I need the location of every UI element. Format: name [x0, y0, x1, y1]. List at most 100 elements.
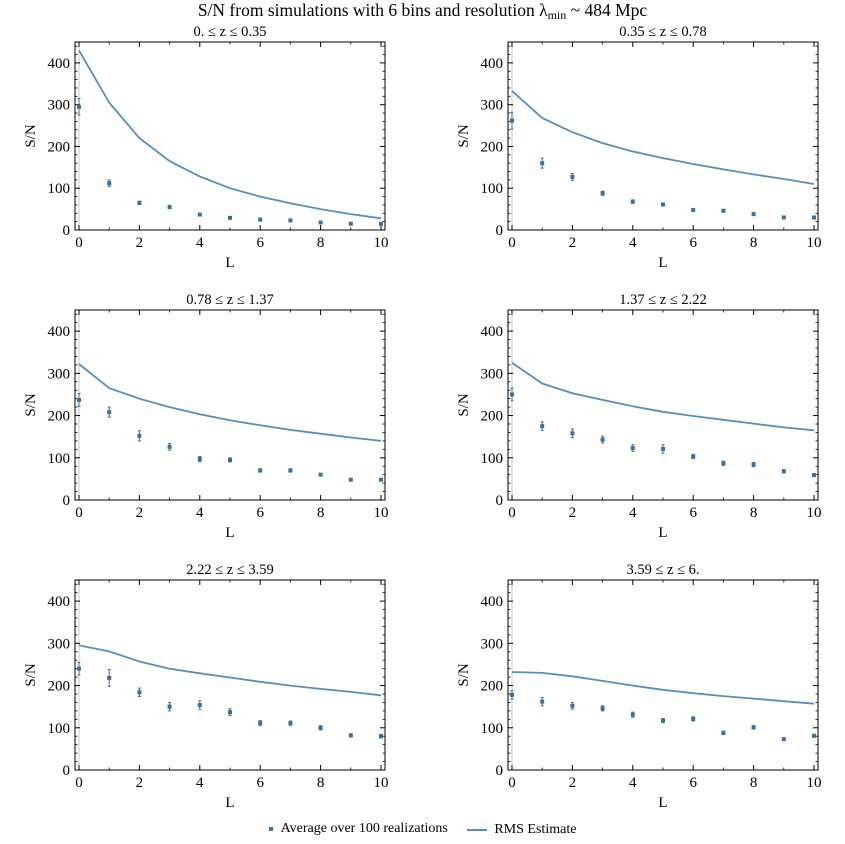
data-point	[540, 699, 545, 704]
y-tick-label: 0	[496, 763, 504, 779]
data-point	[812, 473, 816, 478]
x-tick-label: 2	[136, 505, 144, 521]
x-tick-label: 8	[317, 505, 325, 521]
y-axis-label: S/N	[23, 393, 39, 417]
x-tick-label: 10	[374, 235, 389, 251]
legend-marker-points	[268, 827, 273, 831]
data-point	[379, 734, 383, 739]
data-point	[781, 737, 786, 742]
y-tick-label: 400	[481, 594, 504, 610]
y-tick-label: 400	[48, 594, 71, 610]
y-tick-label: 0	[63, 223, 71, 239]
subplot-5: 0 100 200 300 400 0 2 4 6 8 10 2.22 ≤ z ≤ 3.59 L S/N	[23, 562, 389, 811]
y-axis-label: S/N	[23, 663, 39, 687]
x-tick-label: 4	[196, 235, 204, 251]
y-tick-label: 100	[48, 181, 71, 197]
y-tick-label: 100	[48, 451, 71, 467]
x-axis-label: L	[225, 795, 234, 811]
data-point	[137, 200, 142, 205]
data-point	[812, 733, 816, 738]
x-tick-label: 0	[508, 775, 516, 791]
data-point	[197, 212, 202, 217]
x-tick-label: 10	[374, 505, 389, 521]
data-point	[721, 208, 726, 213]
x-tick-label: 6	[689, 235, 697, 251]
data-point	[630, 199, 635, 204]
data-point	[751, 725, 756, 730]
data-point	[107, 675, 112, 680]
data-point	[348, 477, 353, 482]
data-point	[348, 221, 353, 226]
data-point	[318, 725, 323, 730]
x-tick-label: 4	[629, 505, 637, 521]
data-point	[510, 392, 514, 397]
x-axis-label: L	[225, 525, 234, 541]
data-point	[691, 207, 696, 212]
data-point	[570, 174, 575, 179]
subplot-title: 1.37 ≤ z ≤ 2.22	[619, 292, 707, 308]
y-axis-label: S/N	[23, 124, 39, 148]
data-point	[258, 721, 263, 726]
data-point	[661, 446, 665, 451]
y-tick-label: 400	[48, 56, 71, 72]
data-point	[228, 457, 232, 462]
data-point	[107, 181, 112, 186]
data-point	[258, 468, 263, 473]
subplot-title: 3.59 ≤ z ≤ 6.	[626, 562, 699, 578]
y-tick-label: 300	[48, 366, 71, 382]
data-point	[812, 215, 816, 220]
x-axis-label: L	[658, 795, 667, 811]
plot-frame	[507, 41, 819, 231]
data-point	[510, 118, 514, 123]
plot-frame	[74, 579, 386, 771]
y-tick-label: 100	[481, 451, 504, 467]
legend-item-line: RMS Estimate	[467, 822, 576, 838]
data-point	[77, 397, 81, 402]
data-point	[348, 733, 353, 738]
data-point	[379, 477, 383, 482]
data-point	[661, 202, 665, 207]
y-tick-label: 400	[48, 324, 71, 340]
figure-title-main: S/N from simulations with 6 bins and res…	[197, 0, 548, 20]
x-tick-label: 6	[256, 775, 264, 791]
x-tick-label: 6	[256, 235, 264, 251]
legend-marker-line	[467, 829, 488, 831]
figure-title-tail: ~ 484 Mpc	[566, 0, 648, 20]
x-tick-label: 2	[569, 235, 577, 251]
y-tick-label: 100	[48, 721, 71, 737]
y-tick-label: 400	[481, 324, 504, 340]
subplot-title: 0. ≤ z ≤ 0.35	[193, 24, 266, 40]
data-point	[510, 692, 514, 697]
data-point	[751, 462, 756, 467]
data-point	[781, 215, 786, 220]
data-point	[167, 444, 172, 449]
x-tick-label: 0	[75, 775, 83, 791]
subplot-4: 0 100 200 300 400 0 2 4 6 8 10 1.37 ≤ z ≤ 2.22 L S/N	[456, 292, 822, 541]
y-tick-label: 200	[481, 409, 504, 425]
x-tick-label: 8	[750, 235, 758, 251]
y-tick-label: 100	[481, 721, 504, 737]
data-point	[137, 690, 142, 695]
subplot-3: 0 100 200 300 400 0 2 4 6 8 10 0.78 ≤ z ≤ 1.37 L S/N	[23, 292, 389, 541]
data-point	[570, 431, 575, 436]
data-point	[228, 215, 232, 220]
data-point	[661, 718, 665, 723]
data-point	[540, 161, 545, 166]
y-tick-label: 300	[481, 98, 504, 114]
y-axis-label: S/N	[456, 393, 472, 417]
y-tick-label: 300	[481, 366, 504, 382]
data-point	[318, 472, 323, 477]
rms-estimate-line	[511, 362, 815, 432]
data-point	[379, 221, 383, 226]
data-point	[288, 721, 293, 726]
y-tick-label: 200	[48, 139, 71, 155]
data-point	[197, 457, 202, 462]
data-point	[630, 712, 635, 717]
rms-estimate-line	[78, 363, 382, 442]
y-tick-label: 200	[48, 409, 71, 425]
x-tick-label: 0	[75, 235, 83, 251]
y-tick-label: 300	[481, 636, 504, 652]
x-tick-label: 0	[508, 505, 516, 521]
y-tick-label: 200	[481, 679, 504, 695]
y-tick-label: 0	[496, 493, 504, 509]
